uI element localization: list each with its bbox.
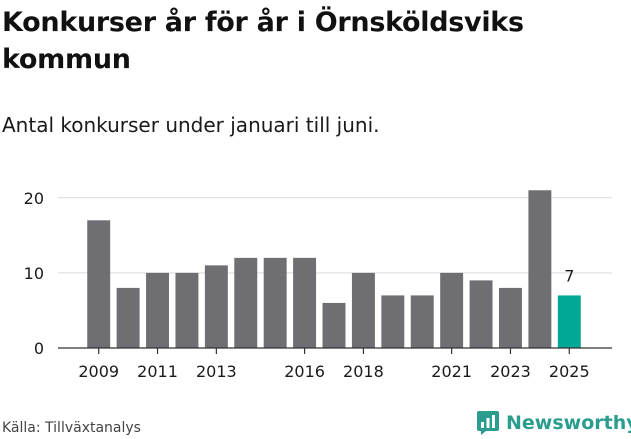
newsworthy-chart-icon xyxy=(477,411,499,435)
chart-subtitle: Antal konkurser under januari till juni. xyxy=(2,113,380,137)
x-tick-label: 2018 xyxy=(343,362,384,381)
chart-title: Konkurser år för år i Örnsköldsviks komm… xyxy=(2,7,524,75)
y-tick-label: 10 xyxy=(24,264,44,283)
bar-2017 xyxy=(322,302,346,348)
bar-2018 xyxy=(351,272,375,348)
x-axis-labels: 2009 2011 2013 2016 2018 2021 2023 2025 xyxy=(78,362,589,381)
bar-2020 xyxy=(410,295,434,348)
bar-2012 xyxy=(175,272,199,348)
bar-2013 xyxy=(204,265,228,348)
x-axis xyxy=(58,347,612,354)
bar-2016 xyxy=(293,257,317,348)
bars xyxy=(87,190,581,348)
brand-name: Newsworthy xyxy=(506,412,631,434)
bar-2022 xyxy=(469,280,493,348)
x-tick-label: 2021 xyxy=(431,362,472,381)
source-credit: Källa: Tillväxtanalys xyxy=(2,420,141,436)
data-labels: 7 xyxy=(564,266,574,285)
bar-2023 xyxy=(499,287,522,348)
y-tick-label: 0 xyxy=(34,339,44,358)
bar-2009 xyxy=(87,220,111,348)
x-tick-label: 2011 xyxy=(137,362,178,381)
x-tick-label: 2013 xyxy=(196,362,237,381)
bar-chart: 0 10 20 2009 2011 2013 2016 2018 2021 2023 2025 7 xyxy=(24,189,612,381)
bar-2021 xyxy=(440,272,464,348)
x-tick-label: 2009 xyxy=(78,362,119,381)
bar-2015 xyxy=(263,257,287,348)
bar-2010 xyxy=(116,287,140,348)
y-tick-label: 20 xyxy=(24,189,44,208)
y-axis-labels: 0 10 20 xyxy=(24,189,44,358)
bar-2019 xyxy=(381,295,405,348)
data-label: 7 xyxy=(564,266,574,285)
bar-2024 xyxy=(528,190,552,348)
x-tick-label: 2023 xyxy=(490,362,531,381)
bar-2011 xyxy=(146,272,169,348)
newsworthy-logo[interactable]: Newsworthy xyxy=(476,409,631,437)
bar-2025 xyxy=(557,295,581,348)
bar-2014 xyxy=(234,257,258,348)
x-tick-label: 2025 xyxy=(549,362,590,381)
x-tick-label: 2016 xyxy=(284,362,325,381)
